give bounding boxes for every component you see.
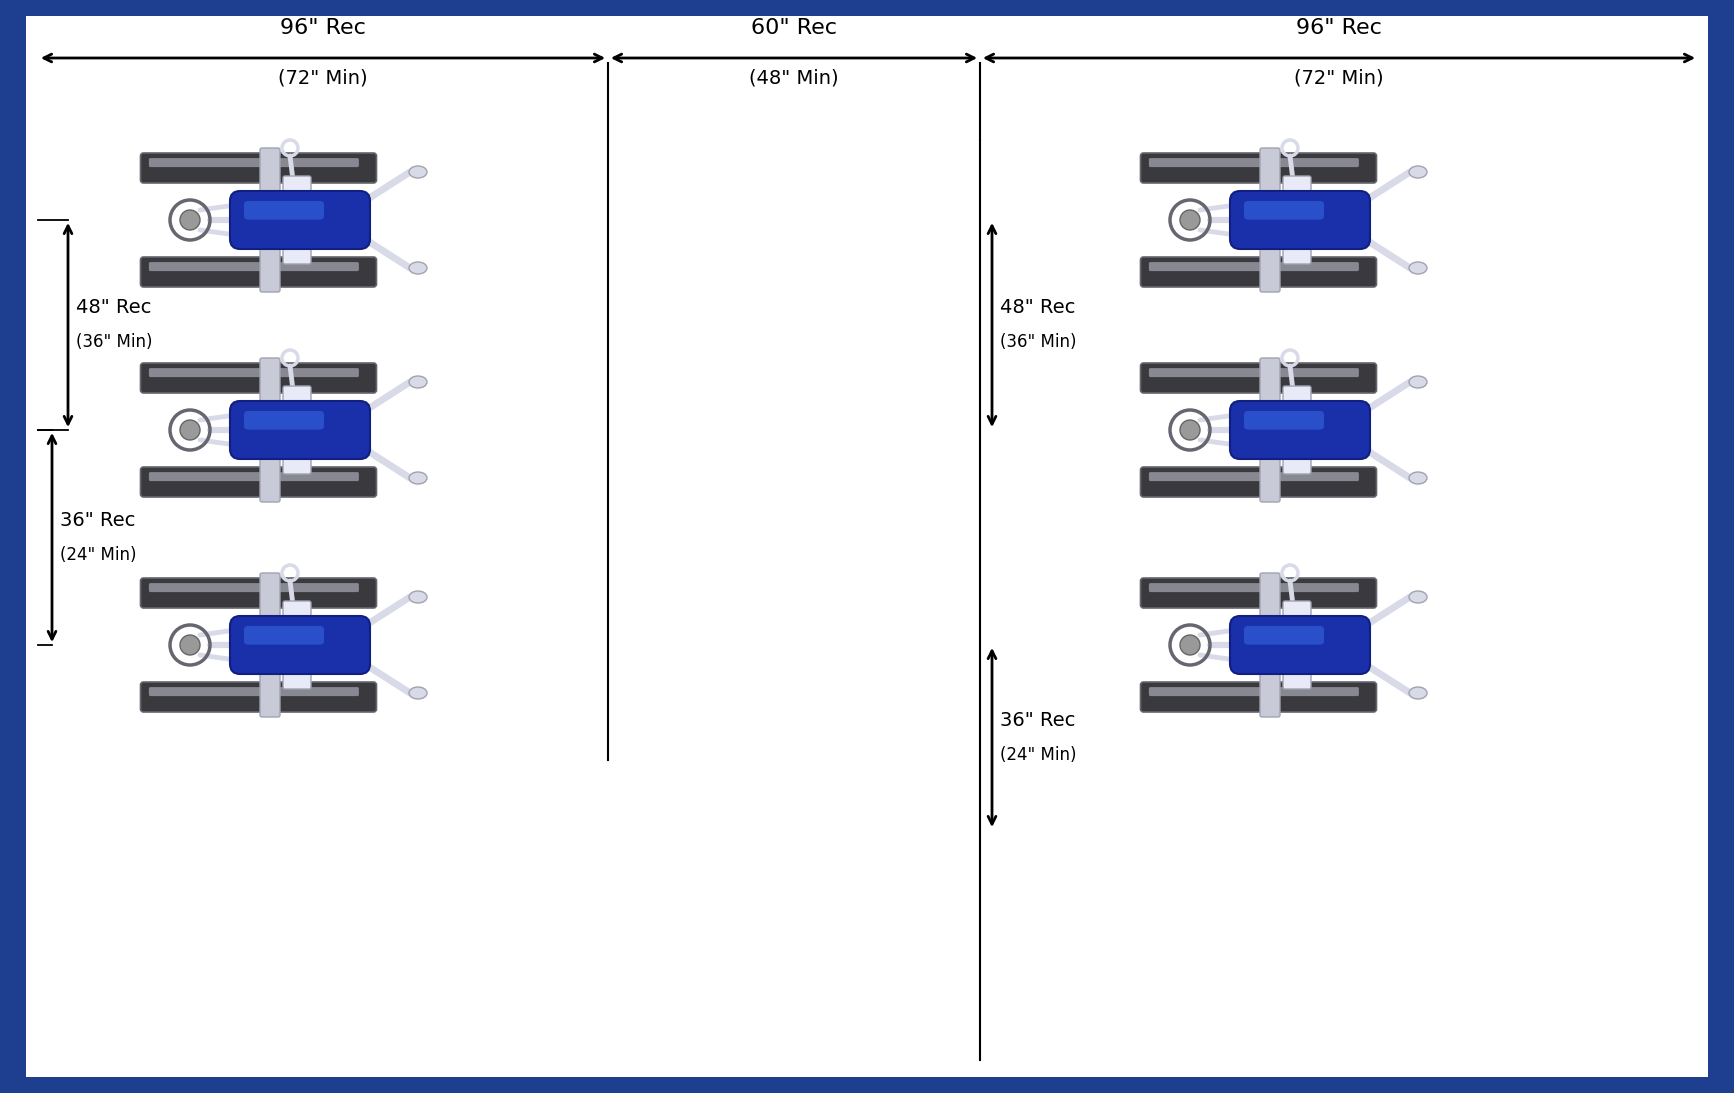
FancyBboxPatch shape xyxy=(1261,148,1280,292)
Circle shape xyxy=(180,210,199,230)
FancyBboxPatch shape xyxy=(149,687,359,696)
Circle shape xyxy=(1181,420,1200,440)
FancyBboxPatch shape xyxy=(283,386,310,414)
FancyBboxPatch shape xyxy=(140,257,376,287)
FancyBboxPatch shape xyxy=(283,661,310,689)
Ellipse shape xyxy=(409,687,427,700)
Circle shape xyxy=(324,634,347,656)
FancyBboxPatch shape xyxy=(1243,201,1325,220)
Circle shape xyxy=(1325,634,1346,656)
FancyBboxPatch shape xyxy=(140,578,376,608)
FancyBboxPatch shape xyxy=(244,626,324,645)
Circle shape xyxy=(1325,419,1346,440)
FancyBboxPatch shape xyxy=(1141,682,1377,712)
Ellipse shape xyxy=(1410,166,1427,178)
FancyBboxPatch shape xyxy=(231,191,369,249)
FancyBboxPatch shape xyxy=(1283,601,1311,628)
Circle shape xyxy=(180,420,199,440)
FancyBboxPatch shape xyxy=(140,467,376,497)
Text: (24" Min): (24" Min) xyxy=(1001,745,1077,764)
FancyBboxPatch shape xyxy=(140,153,376,183)
FancyBboxPatch shape xyxy=(149,158,359,167)
FancyBboxPatch shape xyxy=(1261,573,1280,717)
FancyBboxPatch shape xyxy=(1283,176,1311,204)
Text: (72" Min): (72" Min) xyxy=(277,68,368,87)
FancyBboxPatch shape xyxy=(1150,687,1359,696)
FancyBboxPatch shape xyxy=(1150,368,1359,377)
Ellipse shape xyxy=(409,166,427,178)
FancyBboxPatch shape xyxy=(149,472,359,481)
FancyBboxPatch shape xyxy=(1150,472,1359,481)
FancyBboxPatch shape xyxy=(1141,153,1377,183)
FancyBboxPatch shape xyxy=(1229,191,1370,249)
FancyBboxPatch shape xyxy=(1283,236,1311,265)
Ellipse shape xyxy=(409,262,427,274)
Text: 60" Rec: 60" Rec xyxy=(751,17,838,38)
FancyBboxPatch shape xyxy=(1150,262,1359,271)
Circle shape xyxy=(1181,210,1200,230)
Circle shape xyxy=(324,419,347,440)
FancyBboxPatch shape xyxy=(1150,583,1359,592)
FancyBboxPatch shape xyxy=(149,368,359,377)
FancyBboxPatch shape xyxy=(283,601,310,628)
FancyBboxPatch shape xyxy=(149,583,359,592)
Text: 96" Rec: 96" Rec xyxy=(1295,17,1382,38)
Ellipse shape xyxy=(1410,687,1427,700)
FancyBboxPatch shape xyxy=(1283,386,1311,414)
FancyBboxPatch shape xyxy=(1229,616,1370,674)
FancyBboxPatch shape xyxy=(260,148,279,292)
FancyBboxPatch shape xyxy=(231,616,369,674)
Text: (72" Min): (72" Min) xyxy=(1294,68,1384,87)
Ellipse shape xyxy=(1410,472,1427,484)
FancyBboxPatch shape xyxy=(1243,626,1325,645)
FancyBboxPatch shape xyxy=(244,424,297,436)
Ellipse shape xyxy=(409,472,427,484)
Text: 48" Rec: 48" Rec xyxy=(76,298,151,317)
FancyBboxPatch shape xyxy=(1283,661,1311,689)
FancyBboxPatch shape xyxy=(1243,214,1295,226)
FancyBboxPatch shape xyxy=(149,262,359,271)
Ellipse shape xyxy=(409,591,427,603)
Text: 96" Rec: 96" Rec xyxy=(281,17,366,38)
FancyBboxPatch shape xyxy=(1243,411,1325,430)
Text: 36" Rec: 36" Rec xyxy=(61,510,135,529)
Text: 36" Rec: 36" Rec xyxy=(1001,710,1075,729)
FancyBboxPatch shape xyxy=(1141,257,1377,287)
Circle shape xyxy=(180,635,199,655)
Ellipse shape xyxy=(409,376,427,388)
FancyBboxPatch shape xyxy=(1243,639,1295,651)
FancyBboxPatch shape xyxy=(283,236,310,265)
Text: 48" Rec: 48" Rec xyxy=(1001,298,1075,317)
FancyBboxPatch shape xyxy=(1243,424,1295,436)
Circle shape xyxy=(1325,209,1346,231)
Circle shape xyxy=(324,209,347,231)
Ellipse shape xyxy=(1410,591,1427,603)
Ellipse shape xyxy=(1410,262,1427,274)
FancyBboxPatch shape xyxy=(1283,446,1311,474)
FancyBboxPatch shape xyxy=(244,411,324,430)
FancyBboxPatch shape xyxy=(1261,359,1280,502)
FancyBboxPatch shape xyxy=(140,363,376,393)
FancyBboxPatch shape xyxy=(140,682,376,712)
FancyBboxPatch shape xyxy=(283,446,310,474)
Text: (36" Min): (36" Min) xyxy=(76,333,153,351)
FancyBboxPatch shape xyxy=(244,214,297,226)
FancyBboxPatch shape xyxy=(1141,363,1377,393)
FancyBboxPatch shape xyxy=(244,201,324,220)
FancyBboxPatch shape xyxy=(260,573,279,717)
FancyBboxPatch shape xyxy=(1150,158,1359,167)
Text: (36" Min): (36" Min) xyxy=(1001,333,1077,351)
FancyBboxPatch shape xyxy=(260,359,279,502)
Ellipse shape xyxy=(1410,376,1427,388)
Circle shape xyxy=(1181,635,1200,655)
Text: (24" Min): (24" Min) xyxy=(61,545,137,564)
FancyBboxPatch shape xyxy=(1141,467,1377,497)
Text: (48" Min): (48" Min) xyxy=(749,68,839,87)
FancyBboxPatch shape xyxy=(244,639,297,651)
FancyBboxPatch shape xyxy=(1141,578,1377,608)
FancyBboxPatch shape xyxy=(1229,401,1370,459)
FancyBboxPatch shape xyxy=(231,401,369,459)
FancyBboxPatch shape xyxy=(283,176,310,204)
